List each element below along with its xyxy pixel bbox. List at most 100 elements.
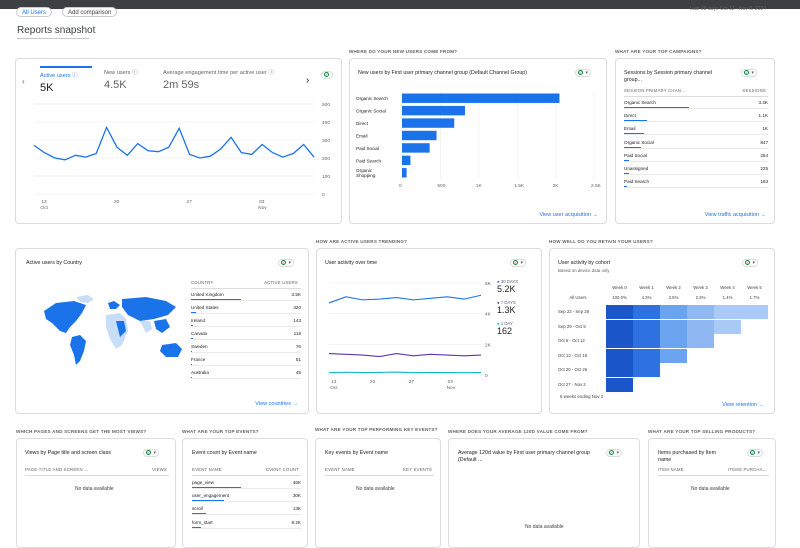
col-header[interactable]: EVENT NAME	[325, 467, 355, 472]
status-check-icon[interactable]: ✓ ▾	[278, 259, 294, 267]
acq-bar-chart: 0 500 1K 1.5K 2K 2.5K Organic Search Organic So…	[356, 92, 602, 189]
col-header[interactable]: EVENT COUNT	[266, 467, 299, 472]
x-tick-month: Oct	[330, 385, 338, 391]
view-retention-link[interactable]: View retention →	[722, 402, 764, 408]
row-value: 46K	[292, 480, 301, 485]
bar	[402, 93, 560, 103]
y-tick-label: 200	[322, 156, 330, 162]
bar	[402, 143, 430, 153]
date-range[interactable]: Last 28 days Oct 12 - Nov 8, 2024	[690, 6, 766, 12]
col-header[interactable]: KEY EVENTS	[403, 467, 432, 472]
all-users-value: 1.7%	[749, 295, 760, 300]
acq-card-title[interactable]: New users by First user primary channel …	[358, 70, 527, 76]
col-header[interactable]: ACTIVE USERS	[264, 280, 298, 285]
table-row[interactable]: Organic Social 847	[624, 138, 768, 149]
country-card-title[interactable]: Active users by Country	[26, 260, 82, 266]
table-row[interactable]: Ireland 143	[191, 316, 301, 327]
x-tick-label: 13	[331, 379, 337, 385]
campaigns-card-title[interactable]: Sessions by Session primary channel grou…	[624, 70, 713, 83]
pages-card: Views by Page title and screen class ✓ ▾ …	[16, 438, 176, 548]
col-header[interactable]: COUNTRY	[191, 280, 214, 285]
status-check-icon[interactable]: ✓ ▾	[510, 259, 526, 267]
col-header[interactable]: SESSIONS	[742, 88, 766, 93]
col-header[interactable]: EVENT NAME	[192, 467, 222, 472]
col-header[interactable]: PAGE TITLE AND SCREEN ...	[25, 467, 89, 472]
value-card: Average 120d value by First user primary…	[448, 438, 640, 548]
table-row[interactable]: form_start 8.2K	[192, 518, 301, 529]
row-bar	[624, 120, 647, 122]
row-value: 320	[293, 305, 301, 310]
bar	[402, 130, 437, 141]
keyevents-card-title[interactable]: Key events by Event name	[325, 450, 389, 456]
campaigns-section-heading: WHAT ARE YOUR TOP CAMPAIGNS?	[615, 49, 702, 54]
cohort-cell	[633, 363, 660, 377]
metric-label: Average engagement time per active user	[163, 70, 267, 76]
view-traffic-acquisition-link[interactable]: View traffic acquisition →	[704, 212, 766, 218]
cohort-cell	[660, 305, 687, 319]
table-row[interactable]: Paid Search 163	[624, 177, 768, 189]
divider	[191, 288, 301, 289]
cohort-cell	[714, 319, 741, 334]
metric-new-users[interactable]: New users ⓘ 4.5K	[104, 70, 138, 91]
status-check-icon[interactable]: ✓	[321, 71, 333, 79]
table-row[interactable]: Australia 45	[191, 368, 301, 379]
x-tick-label: 03	[259, 199, 265, 205]
add-comparison-label: Add comparison	[68, 10, 112, 16]
col-header[interactable]: VIEWS	[152, 467, 167, 472]
table-row[interactable]: Organic Search 3.3K	[624, 98, 768, 109]
products-card: Items purchased by Item name ✓ ▾ ITEM NAM…	[648, 438, 776, 548]
trend-card-title[interactable]: User activity over time	[325, 260, 378, 266]
row-label: Sweden	[191, 344, 208, 349]
status-check-icon[interactable]: ✓ ▾	[747, 449, 763, 457]
row-bar	[624, 107, 689, 108]
divider	[658, 475, 769, 476]
col-header[interactable]: SESSION PRIMARY CHAN...	[624, 88, 686, 93]
table-row[interactable]: Sweden 76	[191, 342, 301, 353]
table-row[interactable]: scroll 13K	[192, 504, 301, 516]
table-row[interactable]: Unassigned 225	[624, 164, 768, 175]
table-row[interactable]: Canada 116	[191, 329, 301, 340]
prev-arrow-icon[interactable]: ‹	[22, 77, 25, 86]
retention-card-title[interactable]: User activity by cohort	[558, 260, 611, 266]
status-check-icon[interactable]: ✓ ▾	[606, 449, 622, 457]
metric-engagement[interactable]: Average engagement time per active user …	[163, 70, 274, 91]
row-label: Paid Search	[624, 179, 650, 185]
status-check-icon[interactable]: ✓ ▾	[742, 259, 758, 267]
add-comparison-chip[interactable]: Add comparison	[62, 7, 118, 17]
next-arrow-icon[interactable]: ›	[306, 75, 310, 86]
table-row[interactable]: United States 320	[191, 303, 301, 314]
row-value: 264	[760, 152, 768, 158]
cohort-cell	[687, 319, 714, 334]
status-check-icon[interactable]: ✓ ▾	[741, 69, 757, 77]
row-label: Canada	[191, 331, 208, 336]
value-card-title[interactable]: Average 120d value by First user primary…	[458, 450, 590, 463]
products-card-title[interactable]: Items purchased by Item name	[658, 450, 716, 463]
view-user-acquisition-link[interactable]: View user acquisition →	[539, 212, 598, 218]
table-row[interactable]: Direct 1.1K	[624, 111, 768, 123]
all-users-value: 2.3%	[695, 295, 706, 300]
status-check-icon[interactable]: ✓ ▾	[143, 449, 159, 457]
table-row[interactable]: page_view 46K	[192, 478, 301, 489]
row-value: 116	[293, 331, 301, 336]
row-label: United Kingdom	[191, 292, 224, 297]
pages-card-title[interactable]: Views by Page title and screen class	[25, 450, 111, 456]
row-bar	[624, 173, 629, 174]
table-row[interactable]: United Kingdom 3.5K	[191, 290, 301, 301]
y-tick-label: 0	[322, 192, 325, 198]
col-header[interactable]: ITEM NAME	[658, 467, 684, 472]
legend-label: 7 DAYS	[500, 300, 516, 305]
table-row[interactable]: Paid Social 264	[624, 151, 768, 162]
status-check-icon[interactable]: ✓ ▾	[575, 69, 591, 77]
col-header[interactable]: ITEMS PURCHA...	[727, 467, 767, 472]
metric-active-users[interactable]: Active users ⓘ 5K	[40, 66, 92, 98]
view-countries-link[interactable]: View countries →	[255, 401, 298, 407]
legend-dot-icon: ●	[497, 321, 500, 326]
legend-label: 30 DAYS	[500, 279, 519, 284]
table-row[interactable]: Email 1K	[624, 124, 768, 136]
all-users-chip[interactable]: All Users	[16, 7, 53, 17]
events-card-title[interactable]: Event count by Event name	[192, 450, 257, 456]
x-tick-label: 1K	[476, 183, 483, 189]
table-row[interactable]: user_engagement 30K	[192, 491, 301, 503]
table-row[interactable]: France 51	[191, 355, 301, 366]
cohort-cell	[606, 377, 633, 392]
